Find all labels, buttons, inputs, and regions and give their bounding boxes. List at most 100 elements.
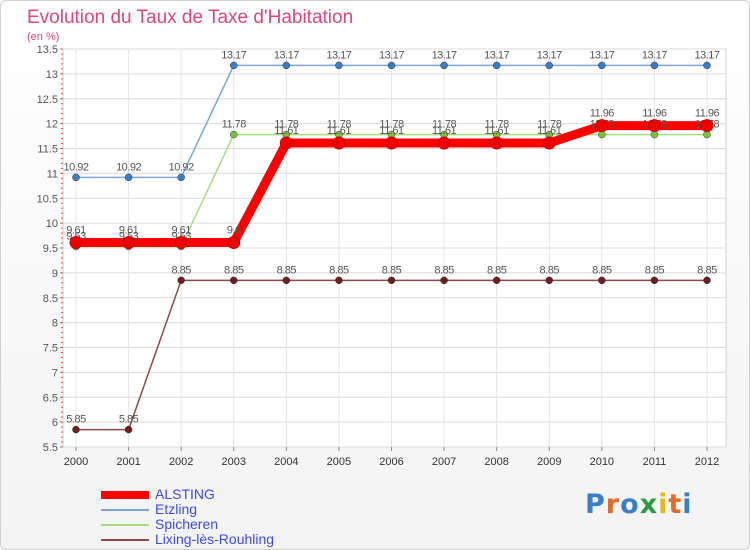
y-tick-label: 11 <box>47 168 58 180</box>
legend-label: Etzling <box>155 501 198 517</box>
data-point-etzling <box>72 173 80 182</box>
x-tick-label: 2006 <box>379 456 403 468</box>
data-label-alsting: 11.61 <box>537 125 562 137</box>
data-point-alsting <box>227 236 241 250</box>
data-point-alsting <box>595 119 609 133</box>
legend-label: Spicheren <box>155 516 219 532</box>
data-label-etzling: 10.92 <box>116 161 141 173</box>
data-label-lixing-l-s-rouhling: 8.85 <box>540 264 560 276</box>
data-label-etzling: 10.92 <box>169 161 194 173</box>
legend-label: ALSTING <box>155 486 215 502</box>
data-label-lixing-l-s-rouhling: 8.85 <box>277 264 297 276</box>
data-label-spicheren: 11.78 <box>537 119 562 131</box>
data-label-alsting: 9.61 <box>66 225 86 237</box>
data-label-etzling: 13.17 <box>694 49 719 61</box>
logo-letter: r <box>605 489 621 520</box>
x-tick-label: 2007 <box>432 456 456 468</box>
data-point-etzling <box>440 61 448 70</box>
legend-label: Lixing-lès-Rouhling <box>155 531 275 547</box>
data-point-lixing-l-s-rouhling <box>177 276 185 285</box>
data-label-lixing-l-s-rouhling: 8.85 <box>329 264 349 276</box>
data-point-lixing-l-s-rouhling <box>492 276 501 285</box>
x-tick-label: 2000 <box>64 456 88 468</box>
y-tick-label: 5.5 <box>43 442 58 454</box>
y-tick-label: 7 <box>52 367 58 379</box>
chart-unit-label: (en %) <box>27 31 60 43</box>
y-tick-label: 13 <box>46 69 58 81</box>
x-tick-label: 2002 <box>169 456 193 468</box>
y-tick-label: 7.5 <box>43 343 58 355</box>
y-tick-label: 10.5 <box>37 193 58 205</box>
x-tick-label: 2011 <box>643 456 667 468</box>
x-tick-label: 2001 <box>116 456 140 468</box>
data-point-alsting <box>174 236 188 250</box>
data-point-alsting <box>279 136 293 150</box>
y-tick-label: 8.5 <box>43 293 58 305</box>
data-point-etzling <box>598 61 606 70</box>
data-label-spicheren: 11.78 <box>274 119 299 131</box>
data-label-spicheren: 11.78 <box>485 119 510 131</box>
legend-swatch-alsting <box>101 491 149 499</box>
x-tick-label: 2008 <box>484 456 508 468</box>
y-tick-label: 9 <box>52 268 58 280</box>
legend-swatch-spicheren <box>101 524 149 526</box>
proxiti-logo: Proxiti <box>585 489 693 520</box>
data-point-lixing-l-s-rouhling <box>335 276 343 285</box>
data-label-spicheren: 11.78 <box>432 119 457 131</box>
logo-letter: i <box>682 489 693 520</box>
data-point-etzling <box>335 61 343 70</box>
y-tick-label: 8 <box>52 318 58 330</box>
data-label-alsting: 9.61 <box>171 225 191 237</box>
y-tick-label: 12 <box>46 119 58 131</box>
legend-swatch-lixing <box>101 539 149 541</box>
y-tick-label: 12.5 <box>37 94 58 106</box>
y-tick-label: 6 <box>52 417 58 429</box>
data-label-lixing-l-s-rouhling: 8.85 <box>487 264 507 276</box>
x-tick-label: 2003 <box>222 456 246 468</box>
data-label-etzling: 13.17 <box>642 49 667 61</box>
logo-letter: P <box>585 489 606 520</box>
data-point-lixing-l-s-rouhling <box>545 276 553 285</box>
y-tick-label: 9.5 <box>43 243 58 255</box>
logo-letter: t <box>668 489 683 520</box>
data-point-lixing-l-s-rouhling <box>387 276 396 285</box>
data-point-alsting <box>332 136 346 150</box>
data-label-spicheren: 11.78 <box>327 119 352 131</box>
data-label-alsting: 11.96 <box>590 108 615 120</box>
data-point-spicheren <box>598 130 606 139</box>
data-label-etzling: 13.17 <box>326 49 351 61</box>
data-label-alsting: 11.96 <box>695 108 720 120</box>
data-point-etzling <box>282 61 291 70</box>
y-tick-label: 13.5 <box>37 44 58 56</box>
data-point-etzling <box>387 61 396 70</box>
data-point-etzling <box>545 61 553 70</box>
data-label-lixing-l-s-rouhling: 8.85 <box>434 264 454 276</box>
data-label-lixing-l-s-rouhling: 5.85 <box>119 414 139 426</box>
data-label-spicheren: 11.78 <box>379 119 404 131</box>
data-label-alsting: 9.6 <box>227 225 241 237</box>
logo-letter: i <box>658 489 669 520</box>
y-tick-label: 10 <box>46 218 58 230</box>
data-point-lixing-l-s-rouhling <box>650 276 659 285</box>
data-label-etzling: 13.17 <box>484 49 509 61</box>
data-label-alsting: 11.61 <box>327 125 352 137</box>
y-tick-label: 11.5 <box>37 144 58 156</box>
data-label-lixing-l-s-rouhling: 8.85 <box>171 264 191 276</box>
data-label-etzling: 13.17 <box>589 49 614 61</box>
y-tick-label: 6.5 <box>43 392 58 404</box>
data-point-etzling <box>230 61 238 70</box>
data-label-alsting: 11.61 <box>274 125 299 137</box>
data-label-etzling: 10.92 <box>63 161 88 173</box>
data-point-alsting <box>542 136 556 150</box>
x-tick-label: 2009 <box>537 456 561 468</box>
data-point-spicheren <box>650 130 659 139</box>
x-tick-label: 2012 <box>695 456 719 468</box>
chart-title: Evolution du Taux de Taxe d'Habitation <box>27 7 354 28</box>
data-point-spicheren <box>230 130 238 139</box>
data-point-alsting <box>700 119 714 133</box>
data-point-alsting <box>490 136 504 150</box>
data-point-lixing-l-s-rouhling <box>230 276 238 285</box>
data-point-alsting <box>437 136 451 150</box>
